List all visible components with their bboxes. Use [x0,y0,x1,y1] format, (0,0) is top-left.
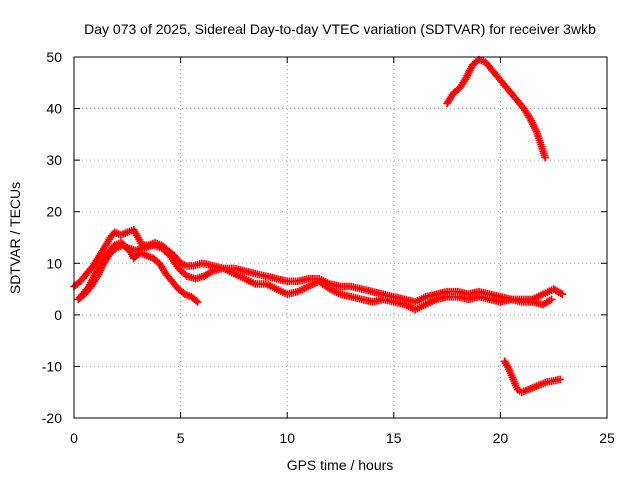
series-track-5 [500,357,564,397]
chart-title: Day 073 of 2025, Sidereal Day-to-day VTE… [84,21,596,37]
x-tick-label: 5 [177,430,185,446]
y-tick-label: 40 [46,101,62,117]
data-point [541,153,549,162]
y-axis-label: SDTVAR / TECUs [7,182,23,294]
x-tick-label: 20 [493,430,509,446]
data-point [547,295,556,304]
data-point [193,298,202,306]
y-tick-label: 20 [46,204,62,220]
y-tick-label: 50 [46,49,62,65]
y-tick-label: 30 [46,152,62,168]
plot-frame [73,56,608,419]
y-tick-label: 0 [54,307,62,323]
x-tick-label: 0 [70,430,78,446]
series-track-4 [443,55,549,162]
x-tick-label: 25 [599,430,615,446]
series-track-1 [70,225,567,306]
data-layer [70,55,567,397]
data-point [556,375,564,384]
x-tick-label: 10 [279,430,295,446]
y-tick-label: -20 [42,410,62,426]
x-tick-label: 15 [386,430,402,446]
axis-layer: 0 5 10 15 20 25 -20 -10 0 10 20 30 40 50 [42,49,615,446]
y-tick-label: 10 [46,255,62,271]
x-axis-label: GPS time / hours [287,457,394,473]
y-tick-label: -10 [42,358,62,374]
series-track-3 [76,238,556,314]
data-point [558,290,567,299]
